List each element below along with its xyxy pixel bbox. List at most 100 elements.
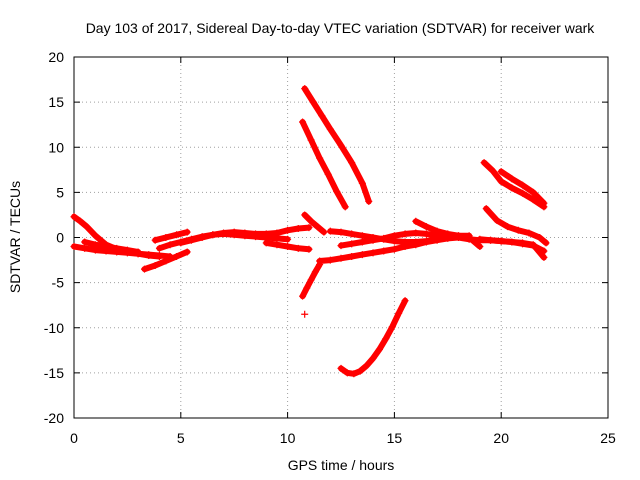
data-point [412,217,420,225]
data-point [102,243,110,251]
data-point [542,239,550,247]
data-point [284,226,292,234]
data-point [369,354,377,362]
series-track-13 [301,211,328,236]
data-point [273,241,281,249]
data-point [299,292,307,300]
data-point [70,243,78,251]
data-point [262,239,270,247]
data-point [337,242,345,250]
data-point [220,229,228,237]
data-point [262,230,270,238]
data-point [493,216,501,224]
data-point [422,223,430,231]
data-point [540,253,548,261]
data-point [390,245,398,253]
y-tick-label: -20 [44,410,64,426]
y-tick-label: 15 [48,94,64,110]
series-track-19 [480,159,548,211]
data-point [390,232,398,240]
x-axis-label: GPS time / hours [288,457,395,473]
data-point [412,238,420,246]
data-point [422,237,430,245]
data-point [151,236,159,244]
data-point [177,239,185,247]
data-point [356,367,364,375]
data-point [305,245,313,253]
data-point [326,125,334,133]
series-track-17 [337,297,409,378]
series-track-18 [412,217,484,251]
y-tick-label: -10 [44,320,64,336]
data-point [348,159,356,167]
data-point [326,227,334,235]
data-point [465,234,473,241]
data-point [348,230,356,238]
data-point [91,241,99,249]
data-point [307,217,315,225]
data-point [395,309,403,317]
data-points [70,85,550,378]
data-point [388,323,396,331]
data-point [241,229,249,237]
data-point [444,230,452,238]
y-tick-label: 5 [56,184,64,200]
data-point [318,112,326,120]
data-point [81,238,89,246]
data-point [320,228,328,236]
y-tick-label: -15 [44,365,64,381]
data-point [454,232,462,240]
data-point [166,241,174,249]
data-point [326,256,334,264]
data-point [401,297,409,305]
data-point [311,268,319,276]
data-point [307,136,315,144]
series-trace [301,211,327,236]
x-tick-label: 10 [280,430,296,446]
series-track-8 [262,239,313,253]
data-point [341,203,349,211]
data-point [401,238,409,246]
data-point [540,199,548,207]
data-point [375,345,383,353]
data-point [348,240,356,248]
x-tick-label: 5 [177,430,185,446]
data-point [83,223,91,231]
data-point [497,237,505,245]
data-point [412,229,420,237]
series-track-7 [177,224,313,247]
data-point [476,243,484,251]
data-point [433,227,441,235]
series-trace [301,85,372,205]
x-tick-label: 15 [387,430,403,446]
data-point [81,244,89,252]
series-track-4 [140,248,191,273]
data-point [529,196,537,204]
data-point [525,229,533,237]
axis-ticks: 0 5 10 15 20 25 -20 -15 -10 -5 0 5 10 15 20 [44,49,616,446]
data-point [162,234,170,241]
data-point [529,241,537,249]
data-point [301,211,309,219]
data-point [476,235,484,243]
data-point [337,228,345,236]
data-point [358,179,366,187]
data-point [284,235,292,243]
data-point [76,217,84,225]
data-point [70,213,78,221]
data-point [173,252,181,260]
data-point [380,247,388,255]
data-point [369,236,377,244]
data-point [123,246,131,254]
data-point [358,238,366,246]
data-point [358,251,366,259]
data-point [305,224,313,232]
data-point [294,244,302,252]
data-point [173,231,181,239]
data-point [348,252,356,260]
data-point [230,228,238,236]
data-point [187,236,195,244]
y-tick-label: 10 [48,139,64,155]
data-point [91,232,99,240]
y-axis-label: SDTVAR / TECUs [7,181,23,293]
